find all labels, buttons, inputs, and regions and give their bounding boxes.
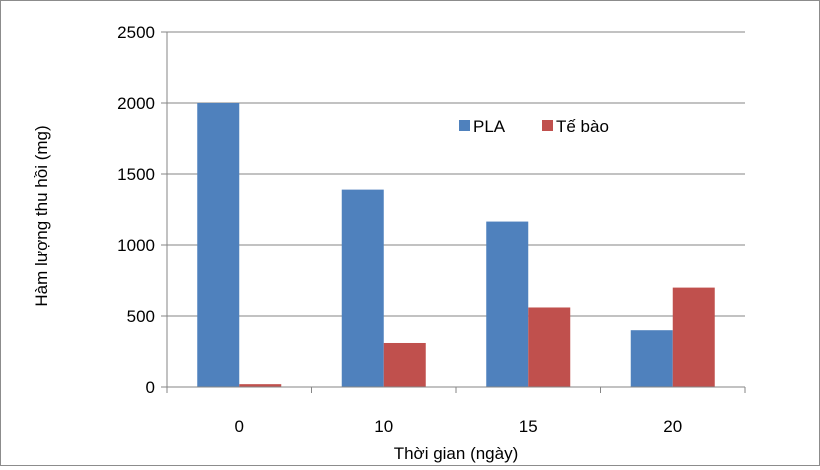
- bar-pla: [341, 189, 384, 387]
- x-tick-label: 20: [663, 417, 682, 436]
- legend-swatch: [459, 120, 470, 131]
- y-tick-label: 1500: [117, 165, 155, 184]
- legend-swatch: [542, 120, 553, 131]
- legend-label: Tế bào: [556, 117, 609, 136]
- bar-te-bao: [672, 287, 715, 387]
- bar-te-bao: [383, 342, 426, 387]
- x-tick-label: 10: [374, 417, 393, 436]
- bar-pla: [197, 103, 240, 387]
- x-axis-label: Thời gian (ngày): [394, 444, 519, 463]
- grid-lines: [167, 31, 745, 317]
- bar-te-bao: [239, 384, 282, 387]
- x-tick-label: 15: [519, 417, 538, 436]
- bar-pla: [486, 221, 529, 387]
- y-tick-label: 500: [127, 307, 155, 326]
- bar-te-bao: [528, 307, 571, 387]
- y-tick-label: 2000: [117, 94, 155, 113]
- x-tick-label: 0: [235, 417, 244, 436]
- bars: [197, 103, 715, 387]
- y-tick-label: 2500: [117, 23, 155, 42]
- axes: [161, 31, 746, 393]
- y-tick-label: 1000: [117, 236, 155, 255]
- legend: PLA Tế bào: [459, 117, 609, 136]
- legend-label: PLA: [473, 117, 506, 136]
- y-axis-label: Hàm lượng thu hồi (mg): [32, 125, 51, 306]
- bar-pla: [630, 330, 673, 387]
- tick-labels: 0 500 1000 1500 2000 2500 0 10 15 20: [117, 23, 682, 436]
- y-tick-label: 0: [146, 378, 155, 397]
